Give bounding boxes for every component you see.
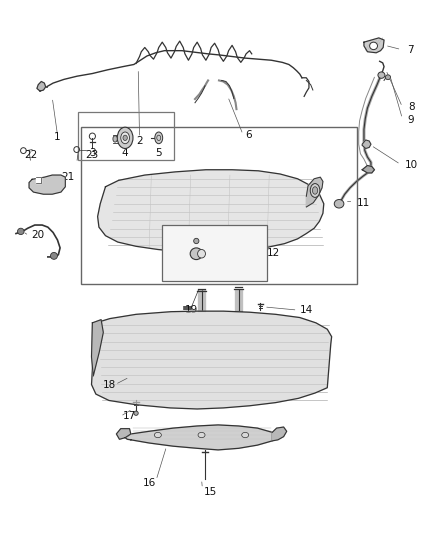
Text: 23: 23 [85,150,98,160]
Polygon shape [92,320,103,376]
Text: 15: 15 [204,488,217,497]
Text: 8: 8 [408,102,414,112]
Polygon shape [29,175,65,194]
Ellipse shape [134,411,138,415]
Ellipse shape [370,42,378,50]
Polygon shape [306,177,323,207]
Ellipse shape [194,238,199,244]
Ellipse shape [198,249,205,258]
Text: 19: 19 [185,305,198,315]
Text: 21: 21 [62,172,75,182]
Polygon shape [37,82,46,91]
Text: 2: 2 [136,135,143,146]
Text: 9: 9 [408,115,414,125]
Polygon shape [92,311,332,409]
Polygon shape [272,427,287,441]
Text: 12: 12 [267,248,280,258]
Text: 22: 22 [24,150,37,160]
Polygon shape [36,177,41,182]
Polygon shape [125,425,272,450]
Text: 20: 20 [31,230,44,240]
Ellipse shape [242,432,249,438]
Bar [78,112,173,160]
Bar [162,225,267,281]
Text: 3: 3 [89,148,95,158]
Ellipse shape [113,136,117,142]
Polygon shape [98,169,324,253]
Ellipse shape [378,72,385,78]
Ellipse shape [334,199,344,208]
Ellipse shape [198,432,205,438]
Text: 10: 10 [405,160,418,171]
Ellipse shape [190,248,202,260]
Ellipse shape [18,228,24,235]
Polygon shape [362,165,374,173]
Polygon shape [117,429,131,439]
Text: 11: 11 [357,198,370,208]
Ellipse shape [50,253,57,260]
Ellipse shape [155,132,162,144]
Text: 14: 14 [300,305,313,315]
Text: 16: 16 [142,479,156,488]
Text: 17: 17 [123,411,136,422]
Ellipse shape [385,75,391,79]
Text: 5: 5 [155,148,162,158]
Text: 18: 18 [102,379,116,390]
Ellipse shape [310,183,320,197]
Text: 4: 4 [122,148,128,158]
Polygon shape [362,140,371,149]
Text: 1: 1 [54,132,61,142]
Ellipse shape [312,187,318,194]
Polygon shape [364,38,384,53]
Ellipse shape [121,132,130,144]
Ellipse shape [117,127,133,149]
Ellipse shape [123,135,127,141]
Ellipse shape [154,432,161,438]
Text: 6: 6 [245,130,252,140]
Text: 7: 7 [407,45,413,54]
Bar [81,127,357,284]
